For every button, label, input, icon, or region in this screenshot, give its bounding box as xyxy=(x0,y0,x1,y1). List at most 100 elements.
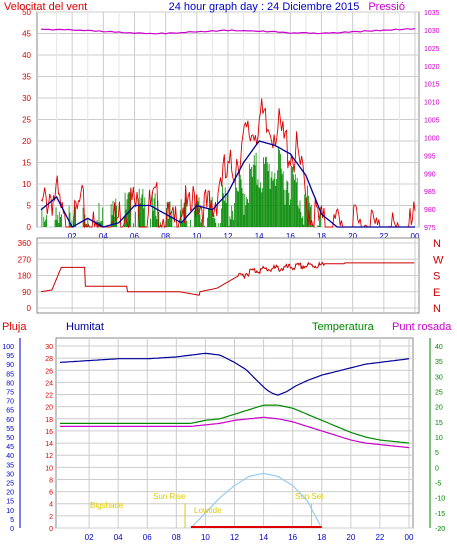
rain-tick-label: 16 xyxy=(45,429,53,436)
humidity-tick-label: 60 xyxy=(6,417,14,424)
pressure-tick-label: 980 xyxy=(424,207,436,214)
direction-degree-axis: 0 90 180 270 360 xyxy=(18,239,32,313)
temperature-tick-label: -20 xyxy=(435,526,445,533)
climate-time-label: 10 xyxy=(201,533,210,542)
climate-time-label: 16 xyxy=(288,533,297,542)
wind-direction-line xyxy=(40,261,415,296)
temperature-tick-label: 35 xyxy=(435,359,443,366)
rain-tick-label: 22 xyxy=(45,393,53,400)
pressure-line xyxy=(40,28,416,35)
direction-tick-label: 360 xyxy=(18,239,32,248)
wind-tick-label: 5 xyxy=(27,202,32,211)
climate-time-axis: 02 04 06 08 10 12 14 16 18 20 22 00 xyxy=(85,533,414,542)
wind-time-label: 12 xyxy=(224,232,233,241)
wind-tick-label: 45 xyxy=(22,30,31,39)
pressure-tick-label: 975 xyxy=(424,225,436,232)
rain-tick-label: 2 xyxy=(49,514,53,521)
humidity-tick-label: 95 xyxy=(6,353,14,360)
climate-time-label: 08 xyxy=(172,533,181,542)
rain-tick-label: 10 xyxy=(45,465,53,472)
rain-axis-title: Pluja xyxy=(2,321,27,333)
humidity-tick-label: 40 xyxy=(6,453,14,460)
humidity-tick-label: 65 xyxy=(6,408,14,415)
pressure-tick-label: 1025 xyxy=(424,46,440,53)
compass-label: S xyxy=(433,271,440,283)
humidity-tick-label: 45 xyxy=(6,444,14,451)
humidity-axis: 0 5 10 15 20 25 30 35 40 45 50 55 60 65 70 75 80 85 90 95 10… xyxy=(2,338,21,533)
wind-tick-label: 10 xyxy=(22,180,31,189)
humidity-tick-label: 70 xyxy=(6,399,14,406)
pressure-tick-label: 1030 xyxy=(424,28,440,35)
temperature-line xyxy=(60,404,410,444)
rain-tick-label: 18 xyxy=(45,417,53,424)
humidity-tick-label: 5 xyxy=(10,517,14,524)
pressure-axis-title: Pressió xyxy=(368,1,405,13)
climate-series xyxy=(59,352,410,529)
wind-time-label: 10 xyxy=(192,232,201,241)
wind-time-label: 18 xyxy=(317,232,326,241)
bigshade-label: Bigshade xyxy=(90,501,124,510)
sun-elevation-line xyxy=(190,472,321,529)
temperature-tick-label: 40 xyxy=(435,344,443,351)
wind-tick-label: 35 xyxy=(22,73,31,82)
humidity-tick-label: 25 xyxy=(6,481,14,488)
rain-tick-label: 0 xyxy=(49,526,53,533)
rain-tick-label: 20 xyxy=(45,405,53,412)
wind-time-axis: 02 04 06 08 10 12 14 16 18 20 22 00 xyxy=(68,232,420,241)
wind-axis-title: Velocitat del vent xyxy=(4,1,87,13)
wind-tick-label: 15 xyxy=(22,159,31,168)
temperature-tick-label: 5 xyxy=(435,450,439,457)
sunrise-label: Sun Rise xyxy=(153,492,186,501)
climate-time-label: 22 xyxy=(375,533,384,542)
humidity-tick-label: 55 xyxy=(6,426,14,433)
rain-tick-label: 28 xyxy=(45,356,53,363)
climate-time-label: 12 xyxy=(230,533,239,542)
rain-tick-label: 8 xyxy=(49,477,53,484)
temperature-tick-label: 30 xyxy=(435,374,443,381)
wind-speed-axis: 0 5 10 15 20 25 30 35 40 45 50 xyxy=(22,8,31,232)
climate-grid xyxy=(56,338,413,529)
direction-grid xyxy=(37,238,419,313)
temperature-tick-label: 20 xyxy=(435,405,443,412)
rain-tick-label: 14 xyxy=(45,441,53,448)
climate-time-label: 18 xyxy=(317,533,326,542)
temperature-tick-label: -5 xyxy=(435,481,441,488)
dewpoint-axis-title: Punt rosada xyxy=(392,321,452,333)
temperature-tick-label: 15 xyxy=(435,420,443,427)
humidity-line xyxy=(59,352,410,396)
wind-tick-label: 30 xyxy=(22,94,31,103)
compass-label: E xyxy=(433,287,440,299)
humidity-tick-label: 75 xyxy=(6,390,14,397)
rain-tick-label: 4 xyxy=(49,502,53,509)
humidity-tick-label: 85 xyxy=(6,371,14,378)
temperature-axis: -20 -15 -10 -5 0 5 10 15 20 25 30 35 40 xyxy=(429,338,445,533)
climate-time-label: 20 xyxy=(346,533,355,542)
direction-tick-label: 0 xyxy=(27,304,32,313)
compass-label: W xyxy=(433,254,444,266)
dewpoint-line xyxy=(60,416,410,449)
sunset-label: Sun Set xyxy=(295,492,324,501)
humidity-tick-label: 50 xyxy=(6,435,14,442)
chart-title: 24 hour graph day : 24 Diciembre 2015 xyxy=(169,1,360,13)
wind-tick-label: 0 xyxy=(27,223,32,232)
temperature-tick-label: -15 xyxy=(435,511,445,518)
rain-tick-label: 24 xyxy=(45,380,53,387)
direction-tick-label: 270 xyxy=(18,255,32,264)
wind-tick-label: 25 xyxy=(22,116,31,125)
pressure-tick-label: 995 xyxy=(424,153,436,160)
temperature-tick-label: -10 xyxy=(435,496,445,503)
humidity-tick-label: 15 xyxy=(6,499,14,506)
compass-label: N xyxy=(433,238,441,250)
compass-label: N xyxy=(433,303,441,315)
wind-time-label: 04 xyxy=(99,232,108,241)
wind-time-label: 00 xyxy=(411,232,420,241)
climate-time-label: 04 xyxy=(114,533,123,542)
temperature-tick-label: 25 xyxy=(435,390,443,397)
humidity-tick-label: 20 xyxy=(6,490,14,497)
